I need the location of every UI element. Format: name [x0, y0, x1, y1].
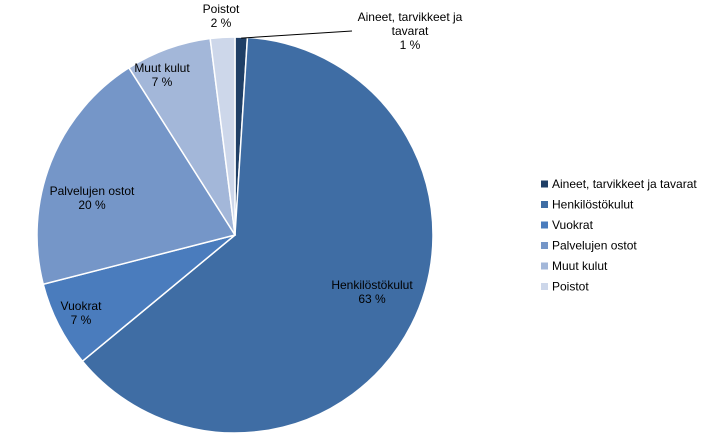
- data-label-6: Poistot 2 %: [203, 2, 240, 30]
- pie-slices: [36, 36, 434, 434]
- legend-swatch-2: [541, 201, 548, 208]
- data-label-1: Aineet, tarvikkeet ja tavarat 1 %: [358, 10, 463, 52]
- data-label-2: Henkilöstökulut 63 %: [331, 278, 413, 306]
- legend-label-3: Vuokrat: [552, 218, 594, 232]
- pie-slice-4: [36, 66, 237, 286]
- legend-label-1: Aineet, tarvikkeet ja tavarat: [552, 177, 697, 191]
- data-labels: Aineet, tarvikkeet ja tavarat 1 % Henkilöst…: [50, 2, 463, 327]
- pie-slice-2: [81, 36, 434, 434]
- legend-swatch-5: [541, 262, 548, 270]
- leader-lines: [241, 30, 353, 39]
- legend-swatch-3: [541, 221, 548, 229]
- data-label-4: Palvelujen ostot 20 %: [50, 184, 135, 212]
- legend-swatch-6: [541, 283, 548, 290]
- legend-label-6: Poistot: [552, 280, 589, 294]
- pie-slice-6: [209, 36, 236, 236]
- legend-label-4: Palvelujen ostot: [552, 239, 637, 253]
- data-label-3: Vuokrat 7 %: [61, 299, 103, 327]
- legend-swatch-4: [541, 242, 548, 249]
- legend: Aineet, tarvikkeet ja tavarat Henkilöstök…: [541, 177, 697, 294]
- legend-label-5: Muut kulut: [552, 259, 608, 273]
- data-label-5: Muut kulut 7 %: [134, 61, 190, 89]
- leader-line-1: [241, 30, 353, 39]
- legend-label-2: Henkilöstökulut: [552, 198, 634, 212]
- legend-swatch-1: [541, 180, 548, 188]
